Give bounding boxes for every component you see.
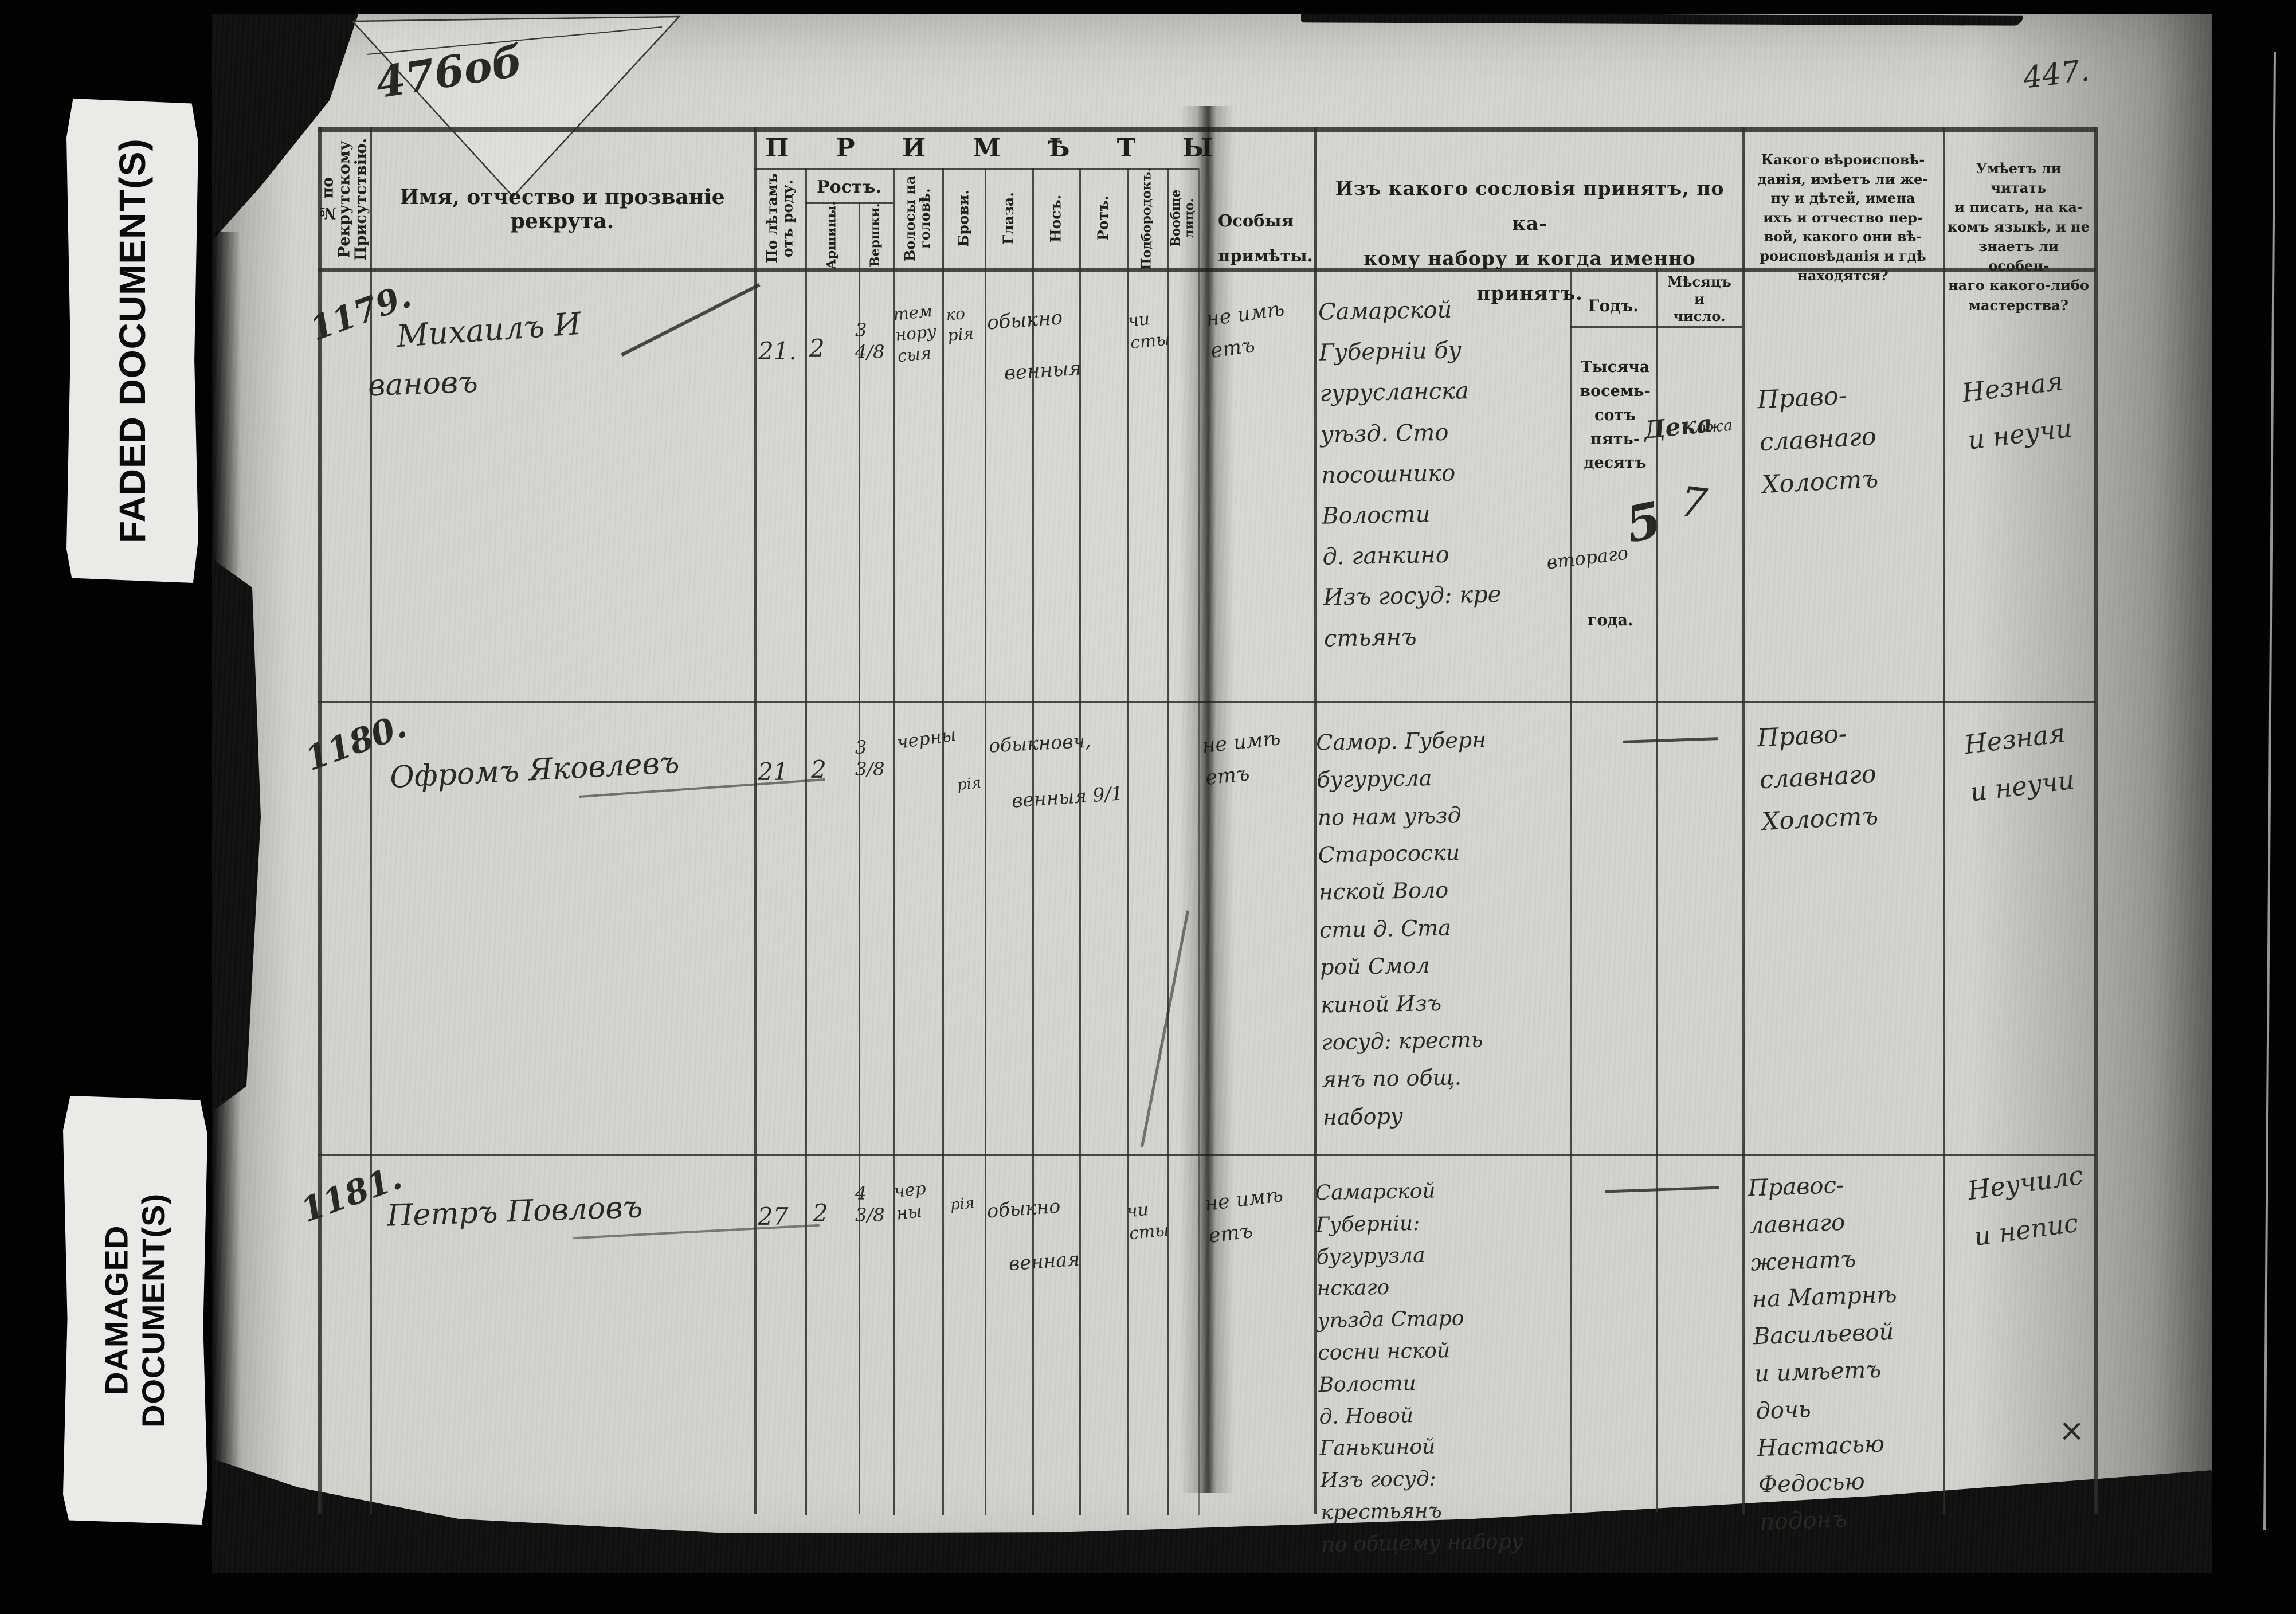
row2-vershki: 3 3/8 [855,737,885,781]
row1-day-alt: 7 [1678,477,1710,528]
table-line [1127,168,1129,1515]
column-header-arshiny: Аршины. [824,201,839,269]
row2-religion: Право- славнаго Холостъ [1756,719,1879,837]
column-header-vershki: Вершки. [868,203,883,267]
row2-hair: черны [895,724,958,754]
column-header-recruit-number: № по Рекрутскому Присутствію. [319,138,370,261]
column-header-month: Мѣсяцъ и число. [1667,273,1731,324]
table-line [1167,168,1169,1515]
row3-features: обыкно [986,1194,1061,1223]
row3-estate: Самарской Губерніи: бугурузла нскаго уѣз… [1315,1179,1523,1557]
row3-brows: рія [949,1194,975,1214]
row1-features: обыкно [986,306,1064,335]
column-header-mouth: Ротъ. [1095,195,1111,241]
page-fold-crease [1180,106,1235,1493]
faded-document-label: FADED DOCUMENT(S) [66,99,198,583]
table-line [1314,127,1317,1514]
column-header-chin: Подбородокъ. [1139,167,1154,270]
table-line [859,202,860,1514]
row3-clean: чи сты [1126,1199,1170,1244]
group-header-rost: Ростъ. [817,177,881,197]
row1-features-line2: венныя [1003,357,1083,385]
row3-religion-cross-mark: × [2059,1412,2085,1448]
row1-clean: чи сты [1127,308,1171,354]
torn-blob-left [212,559,261,1112]
row2-year-dash [1623,737,1718,743]
table-line [985,168,986,1515]
pen-flourish [621,283,761,357]
row1-religion: Право- славнаго Холостъ [1756,381,1879,500]
row3-features-line2: венная [1008,1247,1080,1275]
column-header-brows: Брови. [955,189,972,248]
row1-vershki: 3 4/8 [855,319,885,363]
row3-religion: Правос- лавнаго женатъ на Матрнѣ Василье… [1748,1172,1898,1536]
table-line [754,168,1198,170]
register-page: 476об 447. № по Рекрутскому Присутствію. [212,13,2212,1573]
damaged-document-label: DAMAGED DOCUMENT(S) [63,1096,207,1525]
row2-brows: рія [956,774,982,794]
column-header-name: Имя, отчество и прозваніе рекрута. [399,185,725,233]
row1-literacy: Незная и неучи [1960,366,2074,456]
row1-age: 21. [758,337,797,365]
row3-age: 27 [758,1202,789,1231]
table-line [318,127,322,1514]
row1-estate: Самарской Губерніи бу гурусланска уѣзд. … [1318,296,1502,652]
table-line [1656,268,1658,1512]
row2-arshins: 2 [811,755,826,784]
column-header-religion: Какого вѣроисповѣ- данія, имѣетъ ли же- … [1757,151,1929,284]
row1-arshins: 2 [809,334,825,362]
table-line [370,127,372,1514]
row1-brows: ко рія [945,304,975,346]
table-line [754,127,757,1514]
column-header-hair: Волосы на головѣ. [902,175,933,261]
dog-ear-fold [351,15,681,198]
table-line [1079,168,1081,1515]
row2-features: обыкновч, [988,729,1092,757]
folio-number-right: 447. [2021,53,2091,96]
binding-hairline [2263,52,2277,1530]
column-header-age: По лѣтамъ отъ роду. [763,173,796,264]
row3-literacy: Неучилс и непис [1965,1159,2085,1252]
table-line [805,168,807,1515]
row3-arshins: 2 [813,1199,828,1227]
column-header-estate: Изъ какого сословія принятъ, по ка- кому… [1335,177,1725,305]
row1-hair: тем нору сыя [892,300,938,366]
column-header-eyes: Глаза. [1000,192,1017,245]
row2-estate: Самор. Губерн бугурусла по нам уѣзд Стар… [1315,727,1487,1130]
row1-year-printed: Тысяча восемь- сотъ пять- десятъ [1580,358,1651,472]
row3-hair: чер ны [893,1178,927,1224]
table-line [1032,168,1034,1515]
row3-year-dash [1604,1186,1720,1193]
row2-age: 21 [758,758,789,786]
row1-year-handwritten: втораго [1545,542,1629,574]
table-line [942,168,944,1515]
row3-vershki: 4 3/8 [855,1182,885,1227]
table-line [2094,127,2098,1514]
table-line [1742,127,1745,1514]
row1-year-suffix: года. [1588,612,1633,629]
table-line [1570,268,1572,1512]
row2-features-line2: венныя 9/1 [1010,782,1124,812]
row1-month-tail: ожа [1695,416,1734,437]
table-line [1943,127,1945,1514]
row1-name-line2: вановъ [367,365,479,404]
column-header-nose: Носъ. [1047,194,1064,242]
column-header-year: Годъ. [1588,296,1639,315]
table-line [893,168,895,1515]
row1-name: Михаилъ И [395,305,582,355]
table-line [805,202,893,204]
row3-name: Петръ Повловъ [386,1190,644,1233]
row2-literacy: Незная и неучи [1962,718,2076,808]
group-header-primety: ПРИМѢТЫ [765,134,1260,163]
torn-strip-top [1300,13,2024,26]
column-header-literacy: Умѣетъ ли читать и писать, на ка- комъ я… [1948,160,2090,314]
